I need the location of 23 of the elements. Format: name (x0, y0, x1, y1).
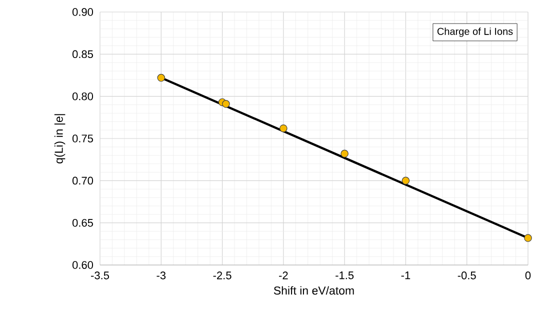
y-axis-title: q(Li) in |e| (54, 114, 66, 164)
y-tick-label: 0.65 (72, 218, 93, 227)
y-tick-label: 0.75 (72, 134, 93, 142)
point (222, 100, 230, 108)
point (157, 74, 166, 82)
y-tick-label: 0.85 (72, 50, 93, 58)
x-tick-label: -2.5 (213, 272, 232, 280)
x-tick-label: 0 (525, 272, 531, 280)
y-tick-label: 0.90 (72, 8, 94, 16)
x-tick-label: -2 (279, 272, 288, 280)
y-tick-label: 0.80 (72, 92, 94, 100)
x-tick-label: -3.5 (91, 272, 110, 280)
x-tick-label: -1.5 (336, 272, 354, 280)
x-tick-label: -1 (401, 272, 410, 280)
point (340, 150, 348, 158)
annotation: Charge of Li Ions (437, 28, 513, 37)
x-axis-title: Shift in eV/atom (274, 286, 354, 295)
x-tick-label: -0.5 (458, 272, 476, 280)
point (280, 124, 288, 132)
x-tick-label: -3 (156, 272, 166, 280)
point (402, 176, 410, 185)
y-tick-label: 0.60 (72, 261, 94, 269)
y-tick-label: 0.70 (72, 176, 94, 185)
